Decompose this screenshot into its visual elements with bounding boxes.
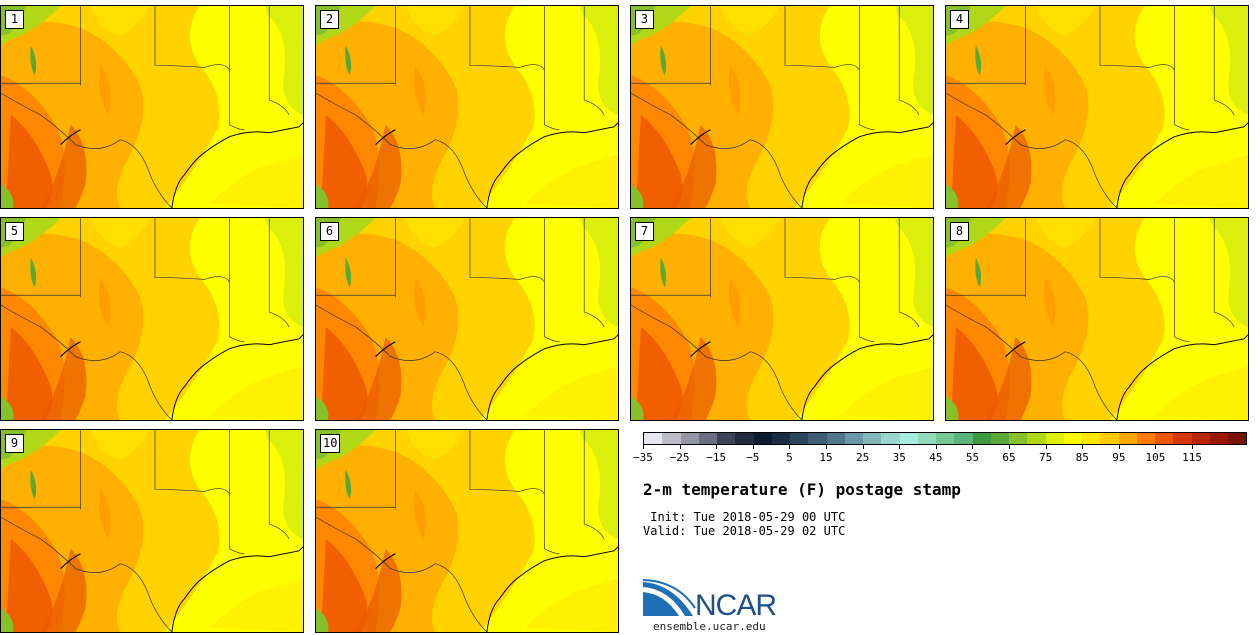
colorbar-segment — [954, 433, 973, 444]
colorbar-segment — [936, 433, 955, 444]
member-number-label: 7 — [635, 222, 654, 241]
colorbar-segment — [1045, 433, 1064, 444]
member-panel: 4 — [945, 5, 1249, 209]
member-number-label: 1 — [5, 10, 24, 29]
colorbar-tick — [679, 445, 681, 449]
colorbar-segment — [1063, 433, 1082, 444]
colorbar-tick — [899, 445, 901, 449]
colorbar-segment — [1228, 433, 1247, 444]
colorbar-segment — [863, 433, 882, 444]
colorbar-tick-label: 115 — [1182, 451, 1203, 464]
ncar-logo: NCAR — [643, 579, 777, 620]
colorbar-segment — [1100, 433, 1119, 444]
ncar-logo-text: NCAR — [695, 589, 776, 620]
member-number-label: 5 — [5, 222, 24, 241]
member-panel: 6 — [315, 217, 619, 421]
colorbar-segment — [844, 433, 863, 444]
colorbar-tick-label: 65 — [1002, 451, 1016, 464]
colorbar-tick-label: −35 — [633, 451, 653, 464]
colorbar-segment — [1155, 433, 1174, 444]
colorbar-tick-label: −5 — [746, 451, 760, 464]
colorbar-segment — [917, 433, 936, 444]
colorbar-segment — [662, 433, 681, 444]
member-number-label: 3 — [635, 10, 654, 29]
colorbar-tick-label: 15 — [819, 451, 833, 464]
member-panel: 2 — [315, 5, 619, 209]
colorbar-segment — [1118, 433, 1137, 444]
colorbar-segment — [826, 433, 845, 444]
colorbar-tick — [752, 445, 754, 449]
temperature-colorbar — [643, 432, 1247, 445]
member-panel: 9 — [0, 429, 304, 633]
colorbar-tick — [643, 445, 644, 449]
member-panel: 10 — [315, 429, 619, 633]
colorbar-tick-label: 35 — [892, 451, 906, 464]
member-panel: 5 — [0, 217, 304, 421]
colorbar-tick — [1192, 445, 1194, 449]
colorbar-tick-label: 105 — [1145, 451, 1166, 464]
colorbar-tick — [1118, 445, 1120, 449]
colorbar-segment — [1209, 433, 1228, 444]
colorbar-tick-label: −25 — [669, 451, 690, 464]
init-time: Init: Tue 2018-05-29 00 UTC — [643, 510, 846, 524]
colorbar-segment — [680, 433, 699, 444]
colorbar-tick — [935, 445, 937, 449]
colorbar-segment — [808, 433, 827, 444]
valid-time: Valid: Tue 2018-05-29 02 UTC — [643, 524, 846, 538]
colorbar-segment — [771, 433, 790, 444]
colorbar-segment — [698, 433, 717, 444]
colorbar-tick-label: 75 — [1039, 451, 1053, 464]
member-number-label: 9 — [5, 434, 24, 453]
member-number-label: 4 — [950, 10, 969, 29]
colorbar-tick — [789, 445, 791, 449]
colorbar-segment — [644, 433, 663, 444]
colorbar-tick — [1045, 445, 1047, 449]
site-url: ensemble.ucar.edu — [653, 620, 766, 633]
colorbar-tick-label: 5 — [786, 451, 793, 464]
colorbar-tick — [716, 445, 718, 449]
colorbar-tick-label: 45 — [929, 451, 943, 464]
member-number-label: 6 — [320, 222, 339, 241]
member-panel: 1 — [0, 5, 304, 209]
colorbar-segment — [990, 433, 1009, 444]
colorbar-segment — [1136, 433, 1155, 444]
colorbar-segment — [753, 433, 772, 444]
colorbar-tick-label: 95 — [1112, 451, 1126, 464]
colorbar-tick — [972, 445, 974, 449]
colorbar-tick — [1082, 445, 1084, 449]
member-panel: 3 — [630, 5, 934, 209]
figure-title: 2-m temperature (F) postage stamp — [643, 480, 961, 499]
colorbar-segment — [717, 433, 736, 444]
colorbar-segment — [790, 433, 809, 444]
colorbar-segment — [1173, 433, 1192, 444]
colorbar-segment — [1191, 433, 1210, 444]
colorbar-segment — [735, 433, 754, 444]
colorbar-ticks: −35 −25 −15 −5 5 15 25 35 45 55 65 75 85 95 105 115 — [633, 445, 1247, 467]
colorbar-tick — [862, 445, 864, 449]
colorbar-tick-label: 85 — [1075, 451, 1089, 464]
member-number-label: 2 — [320, 10, 339, 29]
colorbar-tick-label: 55 — [965, 451, 980, 464]
member-number-label: 10 — [320, 434, 341, 453]
colorbar-tick-label: −15 — [706, 451, 727, 464]
colorbar-segment — [881, 433, 900, 444]
colorbar-tick-label: 25 — [856, 451, 870, 464]
member-panel: 8 — [945, 217, 1249, 421]
colorbar-segment — [899, 433, 918, 444]
member-panel: 7 — [630, 217, 934, 421]
colorbar-tick — [1155, 445, 1157, 449]
colorbar-segment — [972, 433, 991, 444]
colorbar-segment — [1082, 433, 1101, 444]
colorbar-tick — [1009, 445, 1011, 449]
colorbar-tick — [826, 445, 828, 449]
colorbar-segment — [1009, 433, 1028, 444]
member-number-label: 8 — [950, 222, 969, 241]
colorbar-segment — [1027, 433, 1046, 444]
